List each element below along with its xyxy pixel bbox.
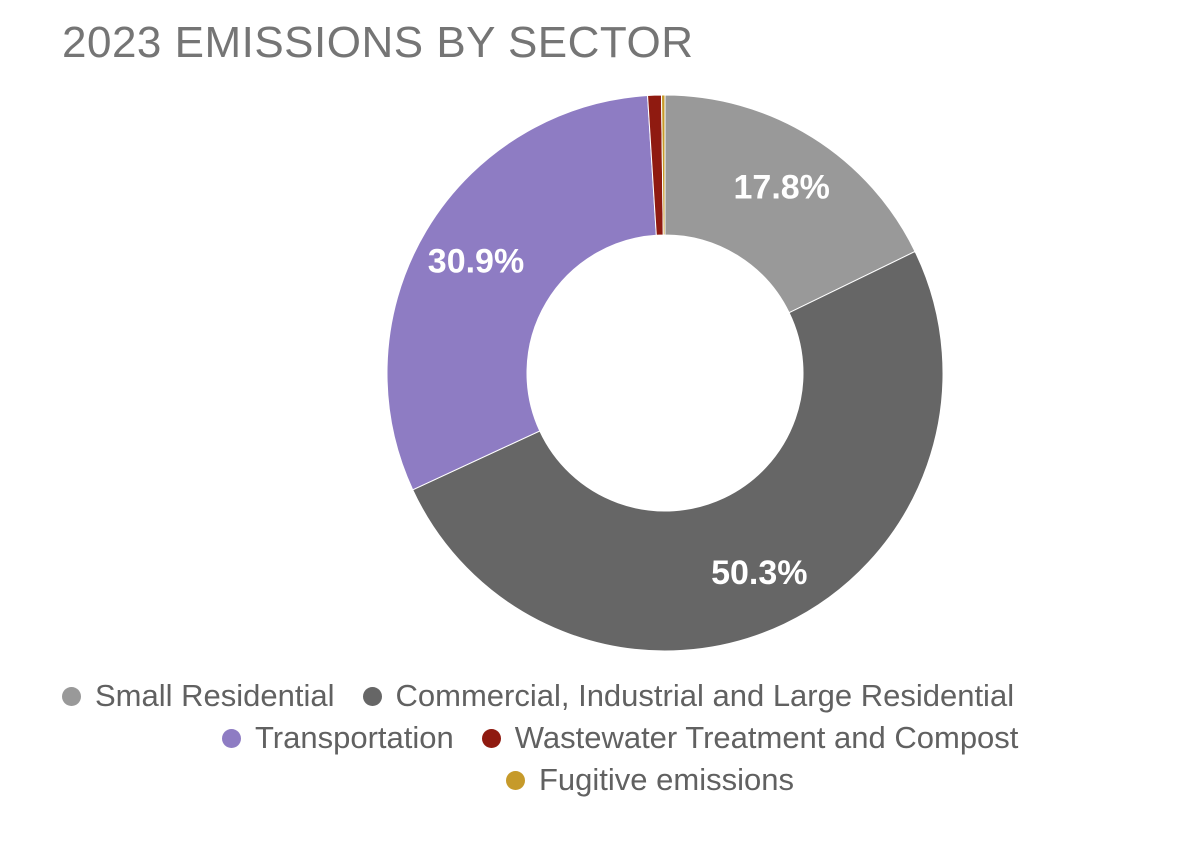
slice-fugitive-emissions [661, 94, 666, 236]
legend-dot [62, 686, 81, 706]
chart-title: 2023 EMISSIONS BY SECTOR [62, 18, 694, 67]
legend-label: Commercial, Industrial and Large Residen… [395, 678, 1015, 713]
data-label: 17.8% [734, 169, 830, 207]
slice-transportation [386, 95, 657, 491]
legend-label: Transportation [255, 720, 454, 755]
data-label: 50.3% [711, 554, 807, 592]
legend-dot [222, 728, 241, 748]
legend-item-transportation: Transportation [222, 720, 454, 756]
legend-item-fugitive: Fugitive emissions [506, 762, 794, 798]
legend-dot [362, 686, 382, 706]
data-label: 30.9% [428, 242, 524, 280]
slice-small-residential [664, 94, 916, 314]
legend-item-wastewater: Wastewater Treatment and Compost [481, 720, 1019, 756]
legend-dot [481, 728, 501, 748]
legend-item-commercial: Commercial, Industrial and Large Residen… [362, 678, 1015, 714]
legend-item-small-residential: Small Residential [62, 678, 335, 714]
legend-dot [506, 770, 525, 790]
legend-label: Small Residential [95, 678, 335, 713]
legend-label: Fugitive emissions [539, 762, 794, 797]
legend-label: Wastewater Treatment and Compost [514, 720, 1019, 755]
slice-commercial-industrial-and-large-residential [412, 250, 944, 652]
